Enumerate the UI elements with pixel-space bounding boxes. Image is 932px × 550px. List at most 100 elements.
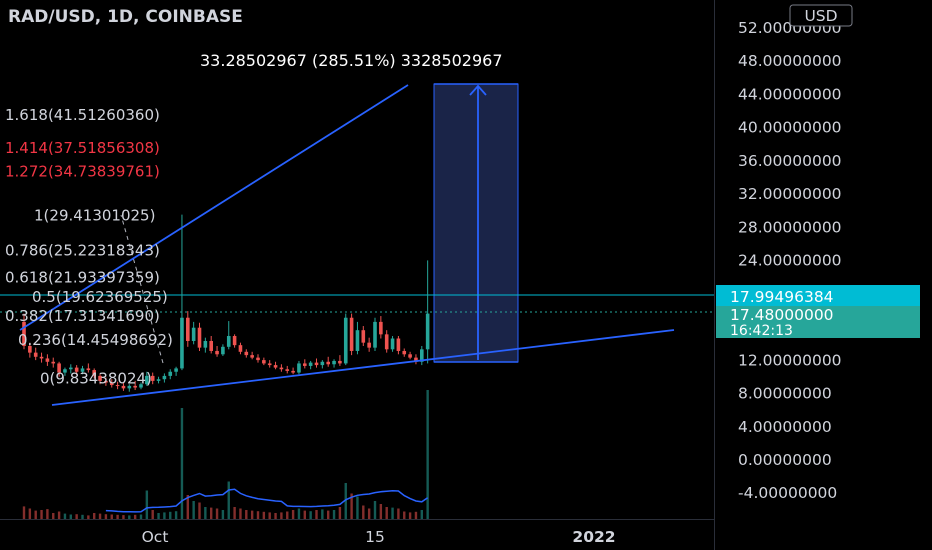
volume-bar	[262, 511, 266, 519]
volume-bar	[57, 511, 61, 519]
volume-bar	[133, 514, 137, 519]
volume-bar	[221, 510, 225, 519]
volume-bar	[169, 511, 172, 519]
price-tick-label: 36.00000000	[738, 152, 842, 170]
candle-body	[121, 385, 126, 389]
fib-label-1-618: 1.618(41.51260360)	[5, 106, 160, 124]
level-badge: 17.99496384	[716, 285, 920, 306]
volume-bar	[215, 508, 219, 519]
volume-bar	[75, 514, 78, 519]
price-tick-label: 24.00000000	[738, 252, 842, 270]
volume-bars	[22, 390, 429, 519]
candle-body	[203, 340, 208, 348]
lower-trendline[interactable]	[51, 329, 675, 406]
volume-bar	[344, 483, 347, 519]
price-tick-label: 12.00000000	[738, 351, 842, 369]
candles	[22, 214, 430, 392]
price-axis[interactable]: 52.0000000048.0000000044.0000000040.0000…	[738, 19, 842, 502]
volume-bar	[34, 510, 37, 519]
volume-bar	[362, 505, 365, 519]
price-tick-label: 4.00000000	[738, 418, 832, 436]
volume-bar	[291, 510, 295, 519]
candle-body	[98, 375, 102, 381]
volume-bar	[250, 510, 254, 519]
bar-countdown: 16:42:13	[730, 323, 793, 339]
volume-bar	[356, 496, 359, 519]
candle-body	[104, 380, 108, 383]
volume-bar	[280, 512, 283, 519]
volume-bar	[69, 514, 72, 519]
candle-body	[396, 338, 401, 351]
volume-bar	[52, 513, 55, 519]
level-badge-box	[716, 285, 920, 306]
candle-body	[343, 317, 348, 364]
currency-button[interactable]: USD	[789, 4, 853, 27]
fib-label-0: 0(9.83438024)	[40, 369, 152, 387]
candle-body	[367, 342, 371, 348]
candle-body	[425, 313, 430, 350]
price-tick-label: 48.00000000	[738, 52, 842, 70]
volume-bar	[327, 510, 330, 519]
candle-body	[408, 354, 412, 358]
volume-bar	[28, 508, 32, 519]
price-tick-label: 28.00000000	[738, 218, 842, 236]
candle-body	[320, 361, 325, 366]
volume-bar	[256, 511, 260, 519]
volume-bar	[391, 507, 394, 519]
volume-bar	[385, 507, 388, 519]
candle-body	[145, 375, 149, 385]
candle-body	[332, 360, 336, 365]
volume-bar	[40, 510, 43, 519]
volume-bar	[315, 510, 318, 519]
candle-body	[297, 363, 301, 373]
candle-body	[303, 363, 307, 366]
fib-label-0-382: 0.382(17.31341690)	[5, 307, 160, 325]
volume-bar	[128, 515, 131, 519]
volume-bar	[332, 510, 336, 519]
volume-bar	[373, 501, 377, 519]
volume-bar	[180, 408, 184, 519]
level-badge-value: 17.99496384	[730, 288, 834, 306]
candle-body	[267, 363, 272, 366]
chart-title: RAD/USD, 1D, COINBASE	[8, 7, 243, 27]
measure-tool[interactable]	[433, 83, 519, 363]
volume-bar	[245, 510, 248, 519]
volume-bar	[116, 514, 119, 519]
price-tick-label: 32.00000000	[738, 185, 842, 203]
candle-body	[63, 369, 67, 373]
candle-body	[197, 327, 202, 348]
currency-button-box[interactable]	[789, 4, 853, 27]
volume-bar	[321, 509, 324, 519]
volume-bar	[408, 512, 412, 519]
candle-body	[156, 379, 161, 381]
currency-button-label[interactable]: USD	[804, 7, 837, 25]
volume-bar	[198, 502, 201, 519]
price-tick-label: 44.00000000	[738, 85, 842, 103]
candle-body	[291, 370, 295, 373]
fib-label-0-786: 0.786(25.22318343)	[5, 241, 160, 259]
volume-bar	[286, 511, 289, 519]
candle-body	[57, 363, 61, 373]
candle-body	[139, 384, 143, 388]
candle-body	[180, 317, 184, 369]
candle-body	[191, 327, 196, 341]
candle-body	[390, 338, 395, 350]
candle-body	[384, 334, 389, 350]
volume-bar	[46, 509, 49, 519]
volume-bar	[297, 508, 301, 519]
candle-body	[22, 321, 26, 346]
candle-body	[51, 361, 56, 364]
time-label-2022: 2022	[572, 528, 615, 546]
volume-bar	[338, 507, 342, 519]
current-price-badge-box	[716, 306, 920, 338]
candle-body	[238, 345, 243, 352]
candle-body	[273, 365, 278, 368]
candle-body	[285, 369, 290, 371]
measure-arrow-head	[469, 84, 487, 96]
upper-trendline[interactable]	[19, 84, 409, 331]
candle-body	[133, 385, 137, 388]
volume-bar	[122, 515, 125, 519]
fib-connector-line	[120, 214, 164, 364]
candle-body	[39, 356, 44, 359]
